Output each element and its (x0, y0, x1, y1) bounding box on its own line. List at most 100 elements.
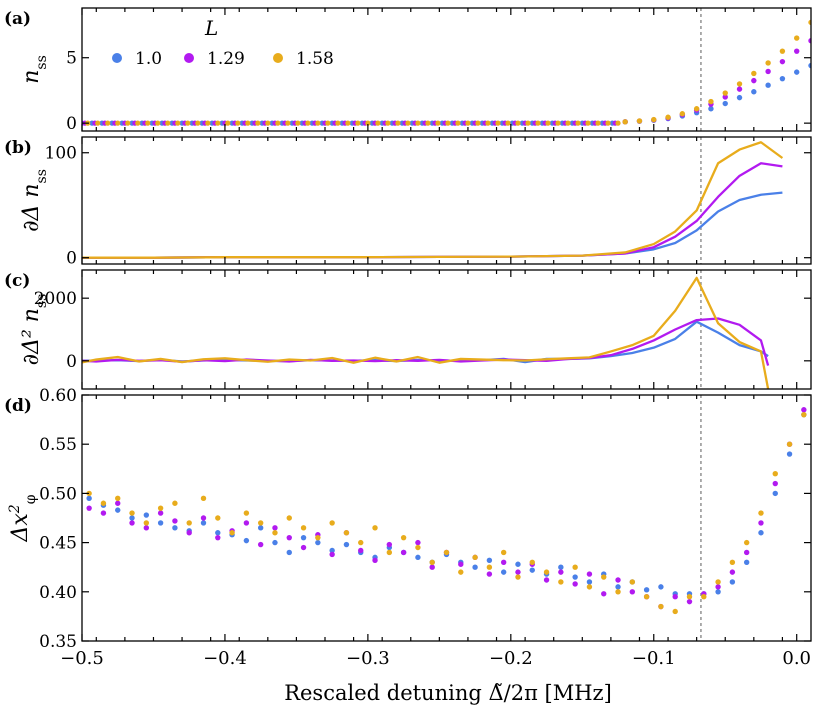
y-tick-label: 100 (45, 144, 77, 164)
data-point-L1.58 (185, 120, 191, 126)
data-point-L1.29 (543, 577, 550, 583)
data-point-L1.58 (300, 525, 307, 531)
data-point-L1.58 (225, 120, 231, 126)
data-point-L1.58 (729, 559, 736, 565)
data-point-L1.58 (465, 120, 471, 126)
data-point-L1.29 (157, 510, 164, 516)
y-tick-label: 0.35 (39, 632, 77, 652)
data-point-L1.58 (143, 520, 150, 526)
data-point-L1.58 (505, 120, 511, 126)
data-point-L1.58 (415, 120, 421, 126)
data-point-L1.29 (115, 500, 121, 506)
data-point-L1.29 (794, 48, 800, 54)
y-tick-label: 0 (66, 114, 77, 134)
data-point-L1.58 (535, 120, 541, 126)
data-point-L1.29 (458, 561, 464, 567)
legend-marker-L1.0 (112, 53, 122, 63)
data-point-L1.58 (772, 471, 778, 477)
data-point-L1.29 (429, 564, 435, 570)
data-point-L1.0 (257, 525, 264, 531)
panel-frame (81, 394, 812, 642)
data-point-L1.58 (275, 120, 281, 126)
data-point-L1.29 (779, 58, 786, 65)
series-line-L1.0 (82, 191, 783, 259)
data-point-L1.0 (658, 584, 664, 590)
data-point-L1.29 (515, 569, 521, 575)
data-point-L1.58 (808, 19, 811, 26)
data-point-L1.58 (172, 500, 178, 506)
y-tick-label: 0.45 (39, 534, 77, 554)
data-point-L1.58 (686, 594, 693, 600)
data-point-L1.29 (672, 594, 678, 600)
data-point-L1.58 (443, 549, 450, 556)
data-point-L1.58 (458, 569, 464, 575)
data-point-L1.58 (115, 120, 121, 126)
data-point-L1.58 (515, 574, 521, 580)
data-point-L1.58 (395, 120, 401, 126)
data-point-L1.58 (693, 106, 700, 112)
series-line-L1.58 (82, 276, 770, 389)
y-axis-label-superscript: 2 (7, 504, 23, 514)
data-point-L1.29 (243, 520, 250, 526)
data-point-L1.0 (300, 534, 307, 541)
series-line-L1.0 (82, 320, 769, 364)
data-point-L1.58 (794, 35, 800, 41)
data-point-L1.58 (615, 589, 621, 595)
data-point-L1.58 (558, 579, 564, 585)
data-point-L1.58 (715, 579, 721, 585)
data-point-L1.29 (736, 86, 743, 92)
y-tick-label: 0.55 (39, 435, 77, 455)
data-point-L1.58 (235, 120, 241, 126)
data-point-L1.58 (229, 530, 235, 536)
x-tick-label: −0.2 (489, 648, 533, 669)
data-point-L1.58 (455, 120, 461, 126)
figure-panels: 0 5 (a) nss 0 100 (b) ∂Δ nss 0 2000(c) ∂Δ² nss 0.35… (4, 7, 812, 669)
data-point-L1.29 (801, 407, 807, 413)
data-point-L1.0 (751, 89, 757, 95)
data-point-L1.58 (105, 120, 111, 126)
data-point-L1.58 (555, 120, 561, 126)
data-point-L1.58 (286, 515, 292, 521)
data-point-L1.58 (500, 549, 507, 556)
data-point-L1.58 (472, 554, 478, 561)
data-point-L1.58 (485, 120, 491, 126)
data-point-L1.0 (772, 490, 778, 497)
y-tick-label: 0.60 (39, 386, 77, 406)
data-point-L1.58 (315, 534, 321, 541)
data-point-L1.58 (605, 120, 611, 126)
data-point-L1.0 (729, 579, 736, 585)
data-point-L1.58 (722, 90, 728, 96)
data-point-L1.58 (486, 564, 493, 570)
y-axis-label-subscript: φ (23, 494, 39, 504)
panel-label: (c) (4, 271, 30, 291)
data-point-L1.58 (758, 510, 764, 516)
y-axis-label: nss (19, 55, 50, 84)
panel-b: 0 100 (b) ∂Δ nss (4, 136, 812, 269)
data-point-L1.0 (129, 515, 135, 521)
legend-marker-L1.58 (273, 53, 283, 63)
data-point-L1.58 (665, 114, 671, 120)
data-point-L1.29 (286, 534, 292, 541)
data-point-L1.58 (155, 120, 161, 126)
data-point-L1.0 (486, 557, 493, 564)
data-point-L1.58 (565, 120, 571, 126)
data-point-L1.58 (701, 594, 707, 600)
data-point-L1.29 (358, 547, 364, 554)
panel-frame (81, 7, 812, 132)
data-point-L1.29 (715, 584, 721, 590)
data-point-L1.58 (736, 81, 743, 87)
legend-entry-label: 1.0 (135, 49, 162, 69)
data-point-L1.58 (545, 120, 551, 126)
data-point-L1.29 (143, 525, 150, 531)
data-point-L1.58 (743, 539, 750, 546)
data-point-L1.58 (305, 120, 311, 126)
data-point-L1.58 (679, 111, 686, 117)
data-point-L1.58 (801, 411, 807, 418)
data-point-L1.58 (355, 120, 361, 126)
panel-label: (d) (4, 396, 32, 416)
data-point-L1.58 (425, 120, 431, 126)
data-point-L1.29 (722, 94, 728, 100)
data-point-L1.0 (794, 69, 800, 75)
data-point-L1.58 (295, 120, 301, 126)
